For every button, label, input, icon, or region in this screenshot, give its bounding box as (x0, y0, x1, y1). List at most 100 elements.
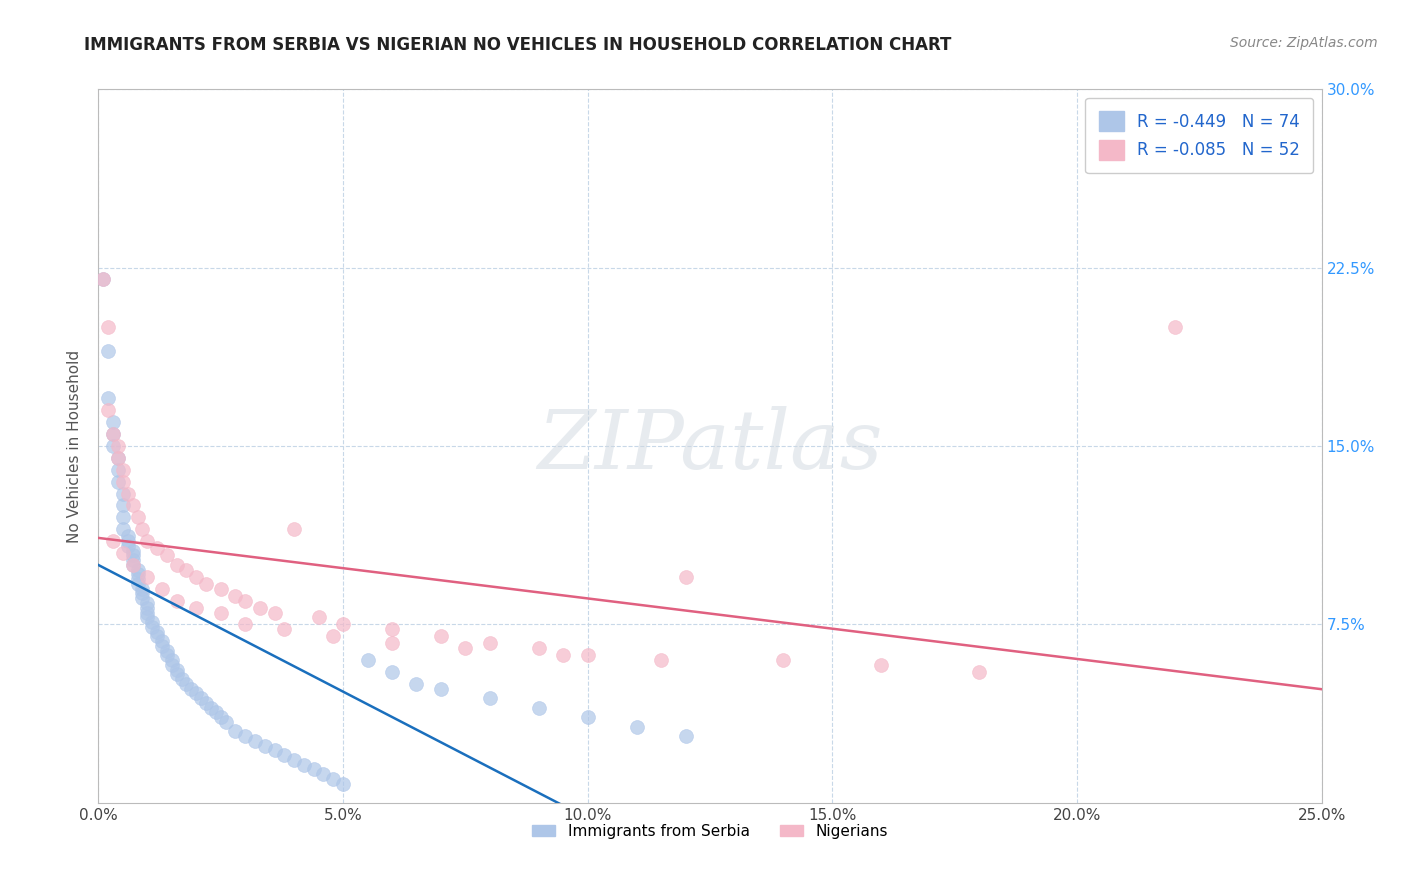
Point (101, 427, 124, 442)
Point (136, 570, 159, 584)
Point (1164, 320, 1187, 334)
Point (111, 475, 134, 489)
Point (224, 589, 246, 603)
Point (166, 667, 188, 681)
Point (308, 610, 330, 624)
Point (141, 615, 163, 629)
Point (91, 272, 114, 286)
Point (263, 606, 285, 620)
Point (870, 657, 893, 672)
Point (121, 558, 143, 572)
Point (97, 320, 120, 334)
Point (111, 499, 134, 513)
Point (527, 641, 550, 656)
Point (117, 486, 139, 500)
Point (121, 549, 143, 563)
Point (150, 639, 173, 653)
Point (381, 622, 404, 636)
Legend: Immigrants from Serbia, Nigerians: Immigrants from Serbia, Nigerians (526, 818, 894, 845)
Point (478, 636, 501, 650)
Point (150, 582, 173, 596)
Point (146, 629, 169, 643)
Point (127, 572, 149, 586)
Point (131, 591, 153, 606)
Point (381, 665, 404, 679)
Y-axis label: No Vehicles in Household: No Vehicles in Household (67, 350, 83, 542)
Point (190, 691, 212, 706)
Point (121, 499, 143, 513)
Point (107, 450, 129, 465)
Point (322, 772, 344, 786)
Point (97, 403, 120, 417)
Point (209, 606, 232, 620)
Point (186, 600, 208, 615)
Point (107, 450, 129, 465)
Text: IMMIGRANTS FROM SERBIA VS NIGERIAN NO VEHICLES IN HOUSEHOLD CORRELATION CHART: IMMIGRANTS FROM SERBIA VS NIGERIAN NO VE… (84, 36, 952, 54)
Point (121, 543, 143, 558)
Point (111, 510, 134, 524)
Point (176, 563, 198, 577)
Point (141, 620, 163, 634)
Point (205, 706, 228, 720)
Point (136, 600, 159, 615)
Point (111, 522, 134, 536)
Point (127, 510, 149, 524)
Point (576, 710, 599, 724)
Point (214, 714, 236, 729)
Point (224, 724, 246, 739)
Point (150, 634, 173, 648)
Point (101, 415, 124, 429)
Point (650, 653, 672, 667)
Point (292, 757, 315, 772)
Point (283, 522, 305, 536)
Point (146, 541, 169, 556)
Point (322, 629, 344, 643)
Point (195, 577, 218, 591)
Point (478, 691, 501, 706)
Point (273, 622, 295, 636)
Point (243, 734, 266, 748)
Point (553, 648, 575, 663)
Point (101, 534, 124, 549)
Point (107, 463, 129, 477)
Point (430, 681, 453, 696)
Point (111, 486, 134, 500)
Point (97, 392, 120, 406)
Point (136, 606, 159, 620)
Point (117, 529, 139, 543)
Point (200, 700, 222, 714)
Text: ZIPatlas: ZIPatlas (537, 406, 883, 486)
Point (195, 696, 218, 710)
Point (332, 617, 354, 632)
Point (136, 610, 159, 624)
Point (576, 648, 599, 663)
Point (675, 729, 697, 743)
Point (127, 567, 149, 582)
Point (121, 553, 143, 567)
Point (121, 558, 143, 572)
Point (111, 546, 134, 560)
Point (160, 653, 183, 667)
Point (253, 739, 276, 753)
Point (166, 558, 188, 572)
Point (233, 729, 256, 743)
Point (107, 475, 129, 489)
Point (302, 763, 325, 777)
Point (312, 767, 335, 781)
Point (111, 463, 134, 477)
Point (97, 343, 120, 358)
Point (131, 586, 153, 600)
Point (273, 748, 295, 763)
Point (176, 677, 198, 691)
Point (127, 563, 149, 577)
Point (170, 672, 193, 686)
Point (166, 663, 188, 677)
Point (166, 593, 188, 607)
Point (136, 534, 159, 549)
Point (381, 636, 404, 650)
Point (356, 653, 378, 667)
Point (209, 582, 232, 596)
Point (156, 648, 179, 663)
Point (186, 570, 208, 584)
Point (146, 624, 169, 639)
